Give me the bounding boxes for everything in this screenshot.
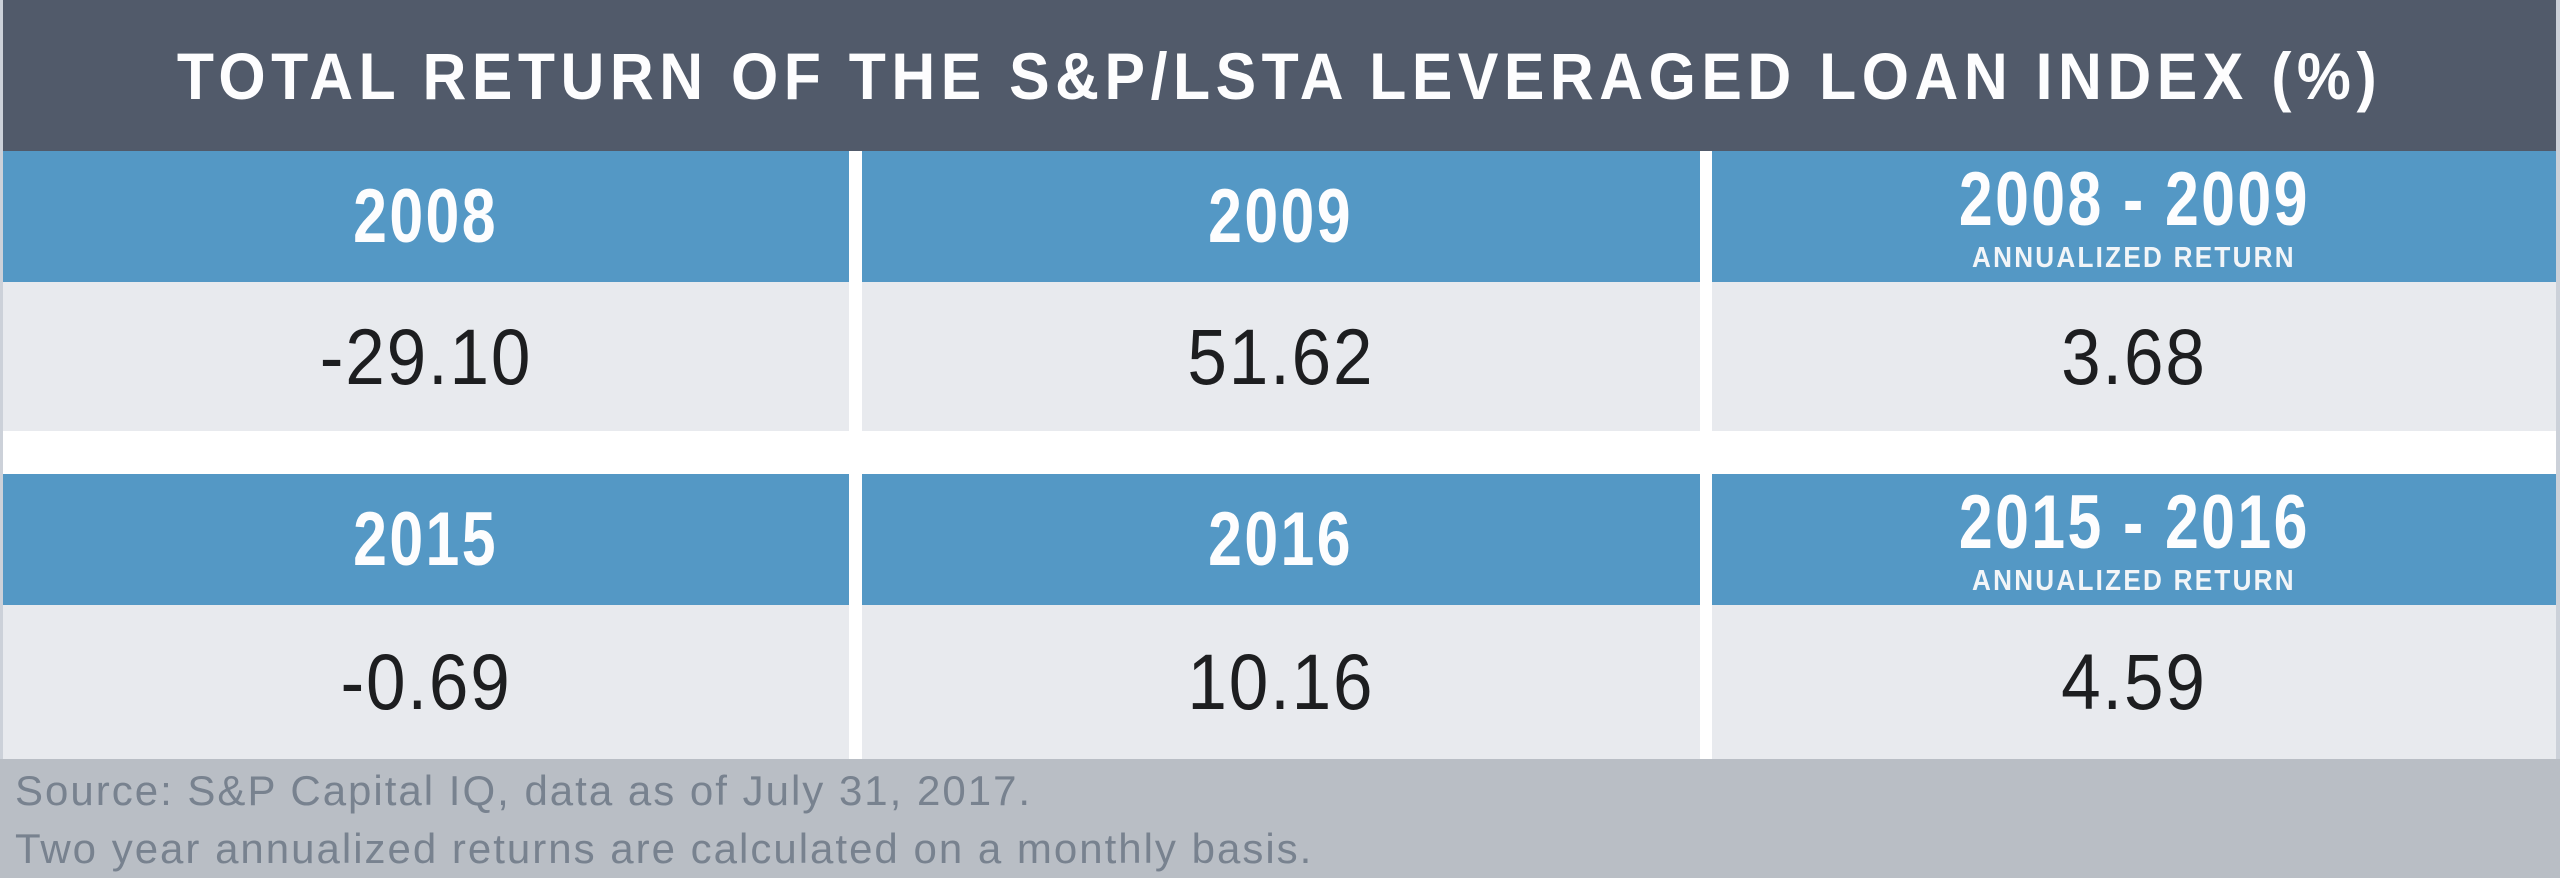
- returns-table-2015-2016: 2015 2016 2015 - 2016 ANNUALIZED RETURN …: [3, 474, 2556, 759]
- right-edge-border: [2556, 0, 2560, 759]
- title-bar: TOTAL RETURN OF THE S&P/LSTA LEVERAGED L…: [3, 0, 2556, 151]
- return-value: 4.59: [2061, 637, 2207, 726]
- return-value: -29.10: [319, 311, 533, 401]
- source-note: Source: S&P Capital IQ, data as of July …: [15, 767, 1033, 814]
- column-header-2009: 2009: [861, 151, 1700, 282]
- year-range-label: 2008 - 2009: [1958, 156, 2310, 242]
- value-cell-2008-2009-annualized: 3.68: [1712, 282, 2556, 431]
- source-footer: Source: S&P Capital IQ, data as of July …: [0, 759, 2560, 878]
- left-edge-border: [0, 0, 3, 759]
- return-value: -0.69: [340, 637, 512, 726]
- column-header-2008-2009-annualized: 2008 - 2009 ANNUALIZED RETURN: [1712, 151, 2556, 282]
- chart-title: TOTAL RETURN OF THE S&P/LSTA LEVERAGED L…: [176, 38, 2383, 113]
- value-cell-2008: -29.10: [3, 282, 849, 431]
- annualized-return-sublabel: ANNUALIZED RETURN: [1972, 241, 2296, 274]
- value-cell-2015-2016-annualized: 4.59: [1712, 605, 2556, 759]
- value-cell-2016: 10.16: [861, 605, 1700, 759]
- methodology-note: Two year annualized returns are calculat…: [15, 825, 1314, 872]
- column-header-2016: 2016: [861, 474, 1700, 605]
- return-value: 51.62: [1187, 311, 1374, 401]
- column-header-2015-2016-annualized: 2015 - 2016 ANNUALIZED RETURN: [1712, 474, 2556, 605]
- value-cell-2009: 51.62: [861, 282, 1700, 431]
- return-value: 10.16: [1187, 637, 1374, 726]
- annualized-return-sublabel: ANNUALIZED RETURN: [1972, 564, 2296, 597]
- year-label: 2008: [353, 173, 499, 259]
- year-label: 2015: [353, 496, 499, 582]
- column-header-2015: 2015: [3, 474, 849, 605]
- value-cell-2015: -0.69: [3, 605, 849, 759]
- year-label: 2009: [1208, 173, 1353, 259]
- returns-table-2008-2009: 2008 2009 2008 - 2009 ANNUALIZED RETURN …: [3, 151, 2556, 431]
- year-range-label: 2015 - 2016: [1958, 479, 2310, 565]
- return-value: 3.68: [2061, 311, 2207, 401]
- year-label: 2016: [1208, 496, 1353, 582]
- column-header-2008: 2008: [3, 151, 849, 282]
